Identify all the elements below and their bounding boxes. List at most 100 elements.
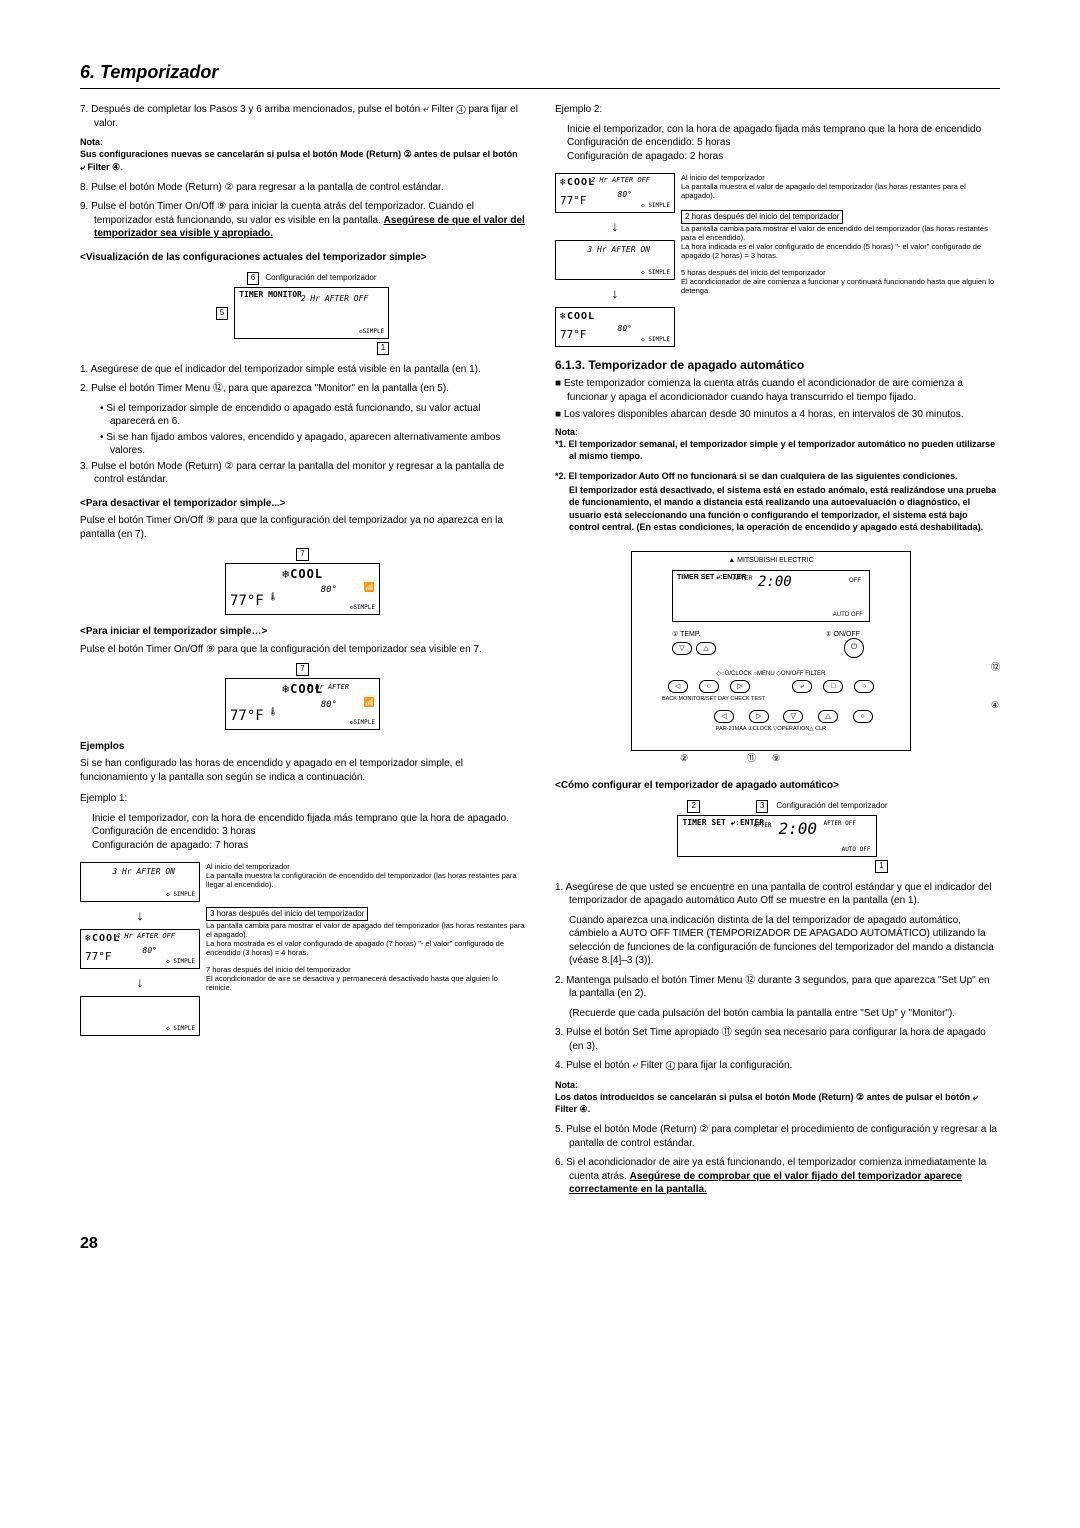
- remote-brand: ▲ MITSUBISHI ELECTRIC: [632, 556, 910, 565]
- viz-header: <Visualización de las configuraciones ac…: [80, 251, 525, 265]
- nota-2a: *1. El temporizador semanal, el temporiz…: [555, 438, 1000, 462]
- callout-9-remote: ⑨: [772, 752, 780, 764]
- back-button[interactable]: ◁: [668, 680, 688, 693]
- op-down-button[interactable]: ▽: [783, 710, 803, 723]
- subsection-title: 6.1.3. Temporizador de apagado automátic…: [555, 357, 1000, 373]
- lcd-monitor: TIMER MONITOR 2 Hr AFTER OFF ◇SIMPLE: [234, 287, 389, 339]
- remote-row-3: PAR-21MAA ①CLOCK ▽OPERATION△ CLR: [662, 726, 880, 733]
- ej1-diagram: 3 Hr AFTER ON ◇ SIMPLE ↓ ❄COOL 77°F 80° …: [80, 862, 525, 1036]
- ej2-line3: Configuración de apagado: 2 horas: [567, 150, 1000, 164]
- page-title: 6. Temporizador: [80, 60, 1000, 84]
- remote-control-figure: ▲ MITSUBISHI ELECTRIC TIMER SET ⤶:ENTER …: [631, 551, 911, 751]
- sq-bullet-2: ■ Los valores disponibles abarcan desde …: [555, 408, 1000, 422]
- cfg-step-4: 4. Pulse el botón ⤶ Filter ④ para fijar …: [555, 1059, 1000, 1073]
- day-button[interactable]: ▷: [730, 680, 750, 693]
- onoff-button[interactable]: ⏻: [844, 638, 864, 658]
- nota-2c: El temporizador está desactivado, el sis…: [555, 484, 1000, 533]
- right-column: Ejemplo 2: Inicie el temporizador, con l…: [555, 103, 1000, 1203]
- lcd-after-off: 2 Hr AFTER OFF: [301, 294, 368, 305]
- ejemplos-text: Si se han configurado las horas de encen…: [80, 757, 525, 784]
- timer-monitor-figure: 5 6 Configuración del temporizador TIMER…: [80, 272, 525, 355]
- cfg-step-6: 6. Si el acondicionador de aire ya está …: [555, 1156, 1000, 1197]
- nota-3: Los datos introducidos se cancelarán si …: [555, 1091, 1000, 1115]
- ejemplos-header: Ejemplos: [80, 740, 525, 754]
- callout-7b: 7: [296, 663, 308, 676]
- lcd-timer-set: TIMER SET ⤶:ENTER AFTER 2:00 AFTER OFF A…: [677, 815, 877, 857]
- mon-bullet-1: • Si el temporizador simple de encendido…: [100, 402, 525, 429]
- ej2-lcd-1: ❄COOL 77°F 80° 2 Hr AFTER OFF ◇ SIMPLE: [555, 173, 675, 213]
- lcd-set-2: 80°: [321, 699, 337, 711]
- callout-1: 1: [377, 342, 389, 355]
- ej2-annot1-title: Al inicio del temporizador: [681, 173, 1000, 182]
- ej1-lcd-1: 3 Hr AFTER ON ◇ SIMPLE: [80, 862, 200, 902]
- remote-temp-label: ① TEMP.: [672, 630, 701, 639]
- step-8: 8. Pulse el botón Mode (Return) ② para r…: [80, 181, 525, 195]
- ej2-line1: Inicie el temporizador, con la hora de a…: [567, 123, 1000, 137]
- ej2-annot3-title: 5 horas después del inicio del temporiza…: [681, 268, 1000, 277]
- ej1-line1: Inicie el temporizador, con la hora de e…: [92, 812, 525, 826]
- cfg-step-2b: (Recuerde que cada pulsación del botón c…: [555, 1007, 1000, 1021]
- lcd-iniciar: ❄COOL 77°F 🌡 80° 2 Hr AFTER 📶 ◇SIMPLE: [225, 678, 380, 730]
- ej2-annot2-box: 2 horas después del inicio del temporiza…: [681, 210, 843, 224]
- remote-row-2: BACK MONITOR/SET DAY CHECK TEST: [662, 696, 880, 703]
- ej1-lcd-3: ◇ SIMPLE: [80, 996, 200, 1036]
- ej1-annot2-box: 3 horas después del inicio del temporiza…: [206, 907, 368, 921]
- nota-label-3: Nota:: [555, 1079, 1000, 1091]
- ej2-label: Ejemplo 2:: [555, 103, 1000, 117]
- desact-text: Pulse el botón Timer On/Off ⑨ para que l…: [80, 514, 525, 541]
- page-number: 28: [80, 1233, 1000, 1255]
- mon-step-2: 2. Pulse el botón Timer Menu ⑫, para que…: [80, 382, 525, 396]
- cfg-step-3: 3. Pulse el botón Set Time apropiado ⑪ s…: [555, 1026, 1000, 1053]
- clock-back-button[interactable]: ◁: [714, 710, 734, 723]
- arrow-down-icon: ↓: [137, 906, 144, 925]
- ej2-annot2: La pantalla cambia para mostrar el valor…: [681, 224, 1000, 260]
- mon-step-1: 1. Asegúrese de que el indicador del tem…: [80, 363, 525, 377]
- temp-up-button[interactable]: △: [696, 642, 716, 655]
- nota-2b: *2. El temporizador Auto Off no funciona…: [555, 470, 1000, 482]
- ej1-lcd-2: ❄COOL 77°F 80° 4 Hr AFTER OFF ◇ SIMPLE: [80, 929, 200, 969]
- monitor-set-button[interactable]: ○: [699, 680, 719, 693]
- ej2-lcd-3: ❄COOL 77°F 80° ◇ SIMPLE: [555, 307, 675, 347]
- cfg-step-1: 1. Asegúrese de que usted se encuentre e…: [555, 881, 1000, 908]
- filter-button[interactable]: ⤶: [792, 680, 812, 693]
- check-button[interactable]: □: [823, 680, 843, 693]
- op-up-button[interactable]: △: [818, 710, 838, 723]
- clock-fwd-button[interactable]: ▷: [749, 710, 769, 723]
- iniciar-text: Pulse el botón Timer On/Off ⑨ para que l…: [80, 643, 525, 657]
- ej1-line2: Configuración de encendido: 3 horas: [92, 825, 525, 839]
- mon-step-3: 3. Pulse el botón Mode (Return) ② para c…: [80, 460, 525, 487]
- mon-bullet-2: • Si se han fijado ambos valores, encend…: [100, 431, 525, 458]
- remote-auto-off: AUTO OFF: [833, 611, 863, 619]
- ej1-annot2: La pantalla cambia para mostrar el valor…: [206, 921, 525, 957]
- remote-screen: TIMER SET ⤶:ENTER AFTER 2:00 OFF AUTO OF…: [672, 570, 870, 622]
- cfg-label: Configuración del temporizador: [776, 801, 887, 812]
- ej2-annot1: La pantalla muestra el valor de apagado …: [681, 182, 1000, 200]
- step-9: 9. Pulse el botón Timer On/Off ⑨ para in…: [80, 200, 525, 241]
- cfg-step-1b: Cuando aparezca una indicación distinta …: [555, 914, 1000, 968]
- lcd-temp-2: 77°F: [230, 707, 264, 726]
- arrow-down-icon: ↓: [612, 217, 619, 236]
- lcd-cool-2: ❄COOL: [230, 681, 375, 697]
- callout-7a: 7: [296, 548, 308, 561]
- arrow-down-icon: ↓: [137, 973, 144, 992]
- ej1-annot3-title: 7 horas después del inicio del temporiza…: [206, 965, 525, 974]
- temp-down-button[interactable]: ▽: [672, 642, 692, 655]
- left-column: 7. Después de completar los Pasos 3 y 6 …: [80, 103, 525, 1203]
- step-7: 7. Después de completar los Pasos 3 y 6 …: [80, 103, 525, 130]
- iniciar-header: <Para iniciar el temporizador simple…>: [80, 625, 525, 639]
- callout-5: 5: [216, 307, 228, 320]
- remote-row-1: ◇○G/CLOCK ○MENU ◇ON/OFF FILTER: [662, 670, 880, 678]
- sq-bullet-1: ■ Este temporizador comienza la cuenta a…: [555, 377, 1000, 404]
- cfg-step-2: 2. Mantenga pulsado el botón Timer Menu …: [555, 974, 1000, 1001]
- cfg-callout-3: 3: [756, 800, 768, 813]
- desact-header: <Para desactivar el temporizador simple.…: [80, 497, 525, 511]
- lcd-desact: ❄COOL 77°F 🌡 80° 📶 ◇SIMPLE: [225, 563, 380, 615]
- cfg-step-5: 5. Pulse el botón Mode (Return) ② para c…: [555, 1123, 1000, 1150]
- cfg-callout-1: 1: [875, 860, 887, 873]
- test-button[interactable]: ○: [854, 680, 874, 693]
- callout-12-remote: ⑫: [991, 661, 1000, 673]
- clr-button[interactable]: ○: [853, 710, 873, 723]
- callout-11-remote: ⑪: [747, 752, 756, 764]
- ej1-label: Ejemplo 1:: [80, 792, 525, 806]
- remote-time: 2:00: [758, 573, 792, 592]
